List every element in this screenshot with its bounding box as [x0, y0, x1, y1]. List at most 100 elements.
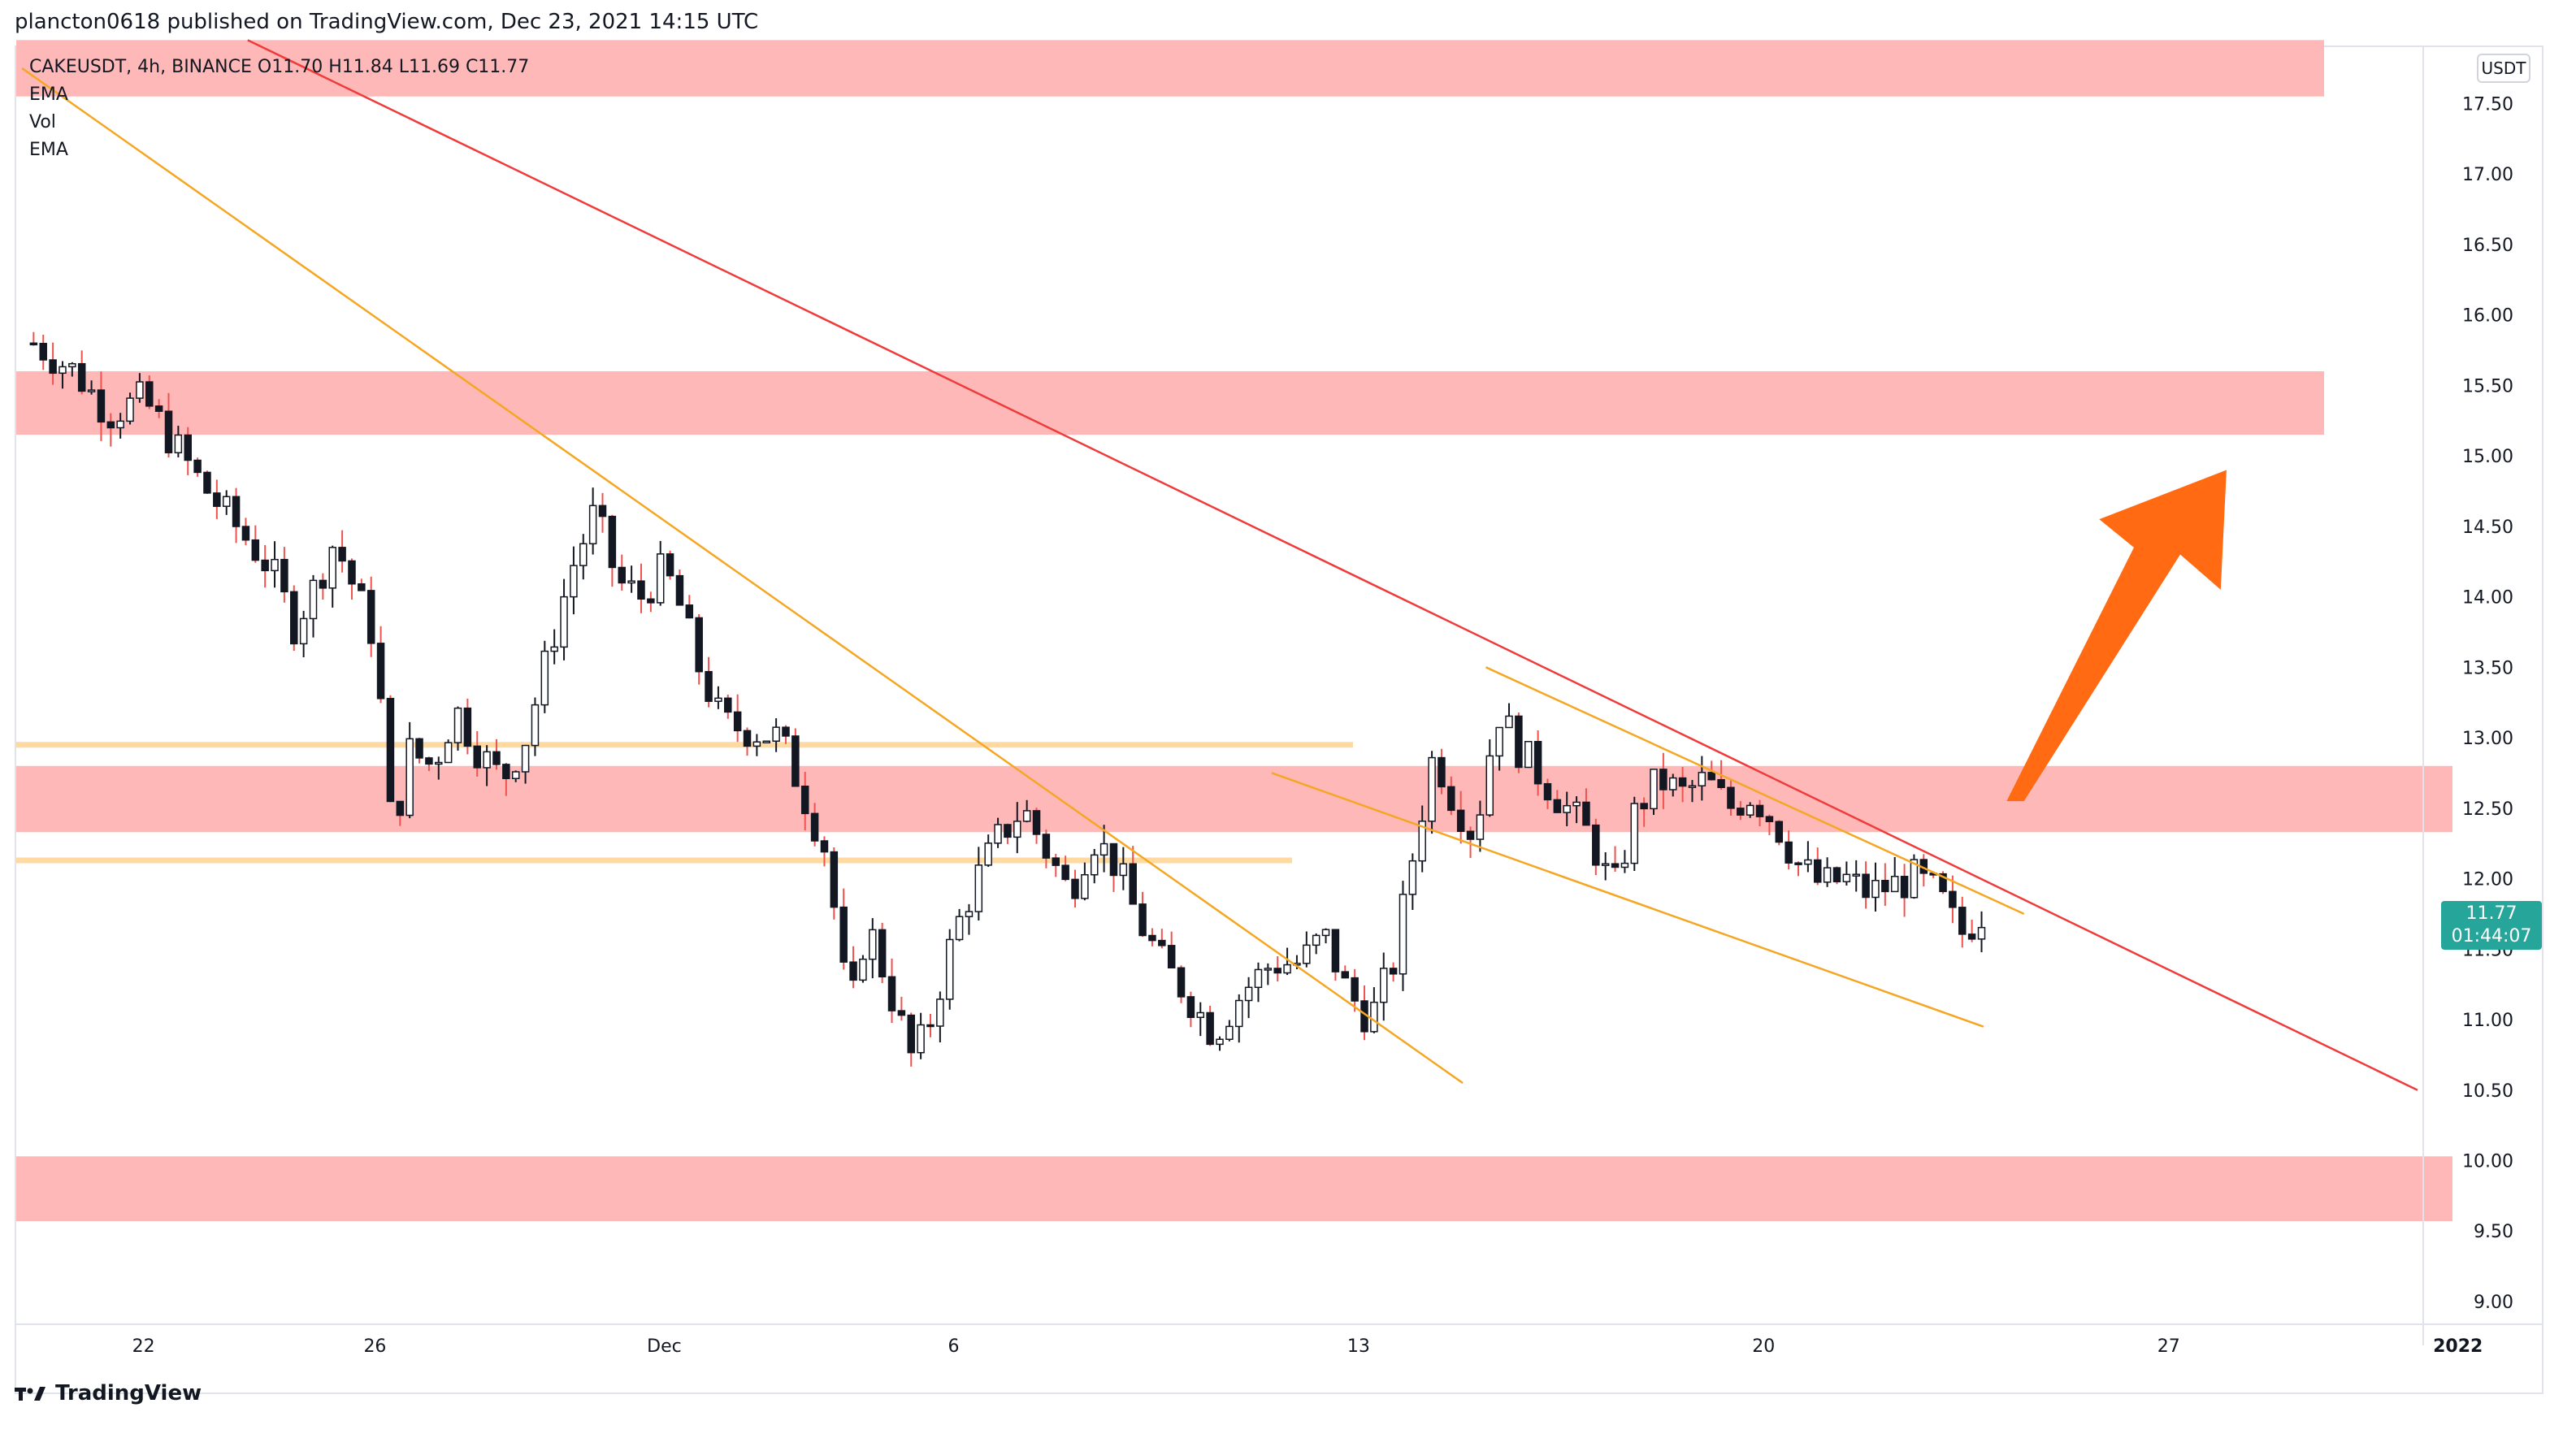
candle-body-12 [145, 381, 154, 407]
currency-unit-button[interactable]: USDT [2477, 54, 2530, 83]
candle-body-154 [1515, 715, 1523, 769]
candles-layer [29, 331, 1986, 1067]
candle-body-111 [1099, 842, 1108, 856]
candle-body-5 [77, 362, 86, 392]
candle-body-187 [1832, 867, 1841, 883]
candle-body-27 [290, 591, 298, 645]
candle-body-123 [1216, 1038, 1224, 1046]
candle-body-146 [1438, 756, 1446, 788]
candle-body-43 [444, 742, 453, 764]
indicator-vol[interactable]: Vol [29, 112, 56, 132]
candle-body-69 [695, 617, 703, 673]
candle-body-150 [1476, 814, 1485, 840]
candle-body-124 [1225, 1025, 1234, 1041]
candle-body-159 [1563, 804, 1571, 813]
candle-body-74 [743, 730, 752, 747]
candle-body-99 [984, 842, 992, 866]
candle-body-65 [656, 553, 665, 604]
price-tick-label: 14.50 [2462, 518, 2513, 538]
price-axis: 9.009.5010.0010.5011.0011.5012.0012.5013… [2422, 45, 2513, 1345]
candle-body-120 [1186, 996, 1195, 1019]
candle-body-35 [366, 590, 375, 644]
candle-body-41 [425, 757, 433, 765]
candle-body-37 [386, 698, 395, 803]
candle-body-30 [319, 579, 327, 589]
candle-body-125 [1234, 999, 1243, 1028]
candle-body-142 [1399, 894, 1407, 975]
candle-body-115 [1138, 903, 1147, 937]
candle-body-100 [994, 824, 1002, 844]
candle-body-93 [926, 1024, 935, 1028]
channel-lower-line [1271, 772, 1984, 1028]
price-tick-label: 17.00 [2462, 165, 2513, 185]
candle-body-202 [1977, 926, 1986, 940]
candle-body-66 [666, 553, 674, 577]
candle-body-162 [1592, 824, 1600, 866]
arrow-layer [2006, 470, 2227, 802]
candle-body-134 [1321, 929, 1330, 937]
candle-body-192 [1881, 880, 1889, 893]
candle-body-57 [579, 543, 588, 566]
candle-body-87 [869, 929, 877, 960]
candle-body-103 [1022, 810, 1031, 822]
candle-body-163 [1601, 863, 1610, 866]
candle-body-114 [1129, 863, 1137, 905]
candle-body-194 [1900, 876, 1909, 899]
candle-body-19 [213, 492, 221, 507]
candle-body-62 [627, 580, 635, 584]
candle-body-117 [1158, 939, 1166, 946]
candle-body-13 [154, 405, 163, 412]
candle-body-48 [492, 751, 501, 765]
candle-body-141 [1389, 968, 1398, 975]
candle-body-98 [974, 864, 983, 912]
candle-body-55 [560, 596, 568, 648]
candle-body-112 [1109, 842, 1118, 877]
candle-body-82 [820, 840, 829, 853]
candle-body-190 [1862, 873, 1870, 899]
candle-body-84 [839, 906, 848, 963]
price-tick-label: 9.50 [2474, 1222, 2513, 1242]
tradingview-brand-text: TradingView [55, 1381, 202, 1406]
candle-body-26 [280, 558, 288, 593]
price-tick-label: 12.50 [2462, 799, 2513, 820]
candle-body-172 [1688, 785, 1697, 788]
zone-2 [16, 765, 2452, 833]
candle-body-64 [647, 598, 655, 604]
bar-countdown: 01:44:07 [2451, 926, 2532, 946]
candle-body-46 [473, 745, 481, 769]
tradingview-logo-icon [15, 1387, 46, 1401]
candle-body-126 [1244, 986, 1253, 1002]
candle-body-77 [772, 726, 780, 742]
candle-body-20 [222, 496, 231, 507]
price-tick-label: 12.00 [2462, 870, 2513, 890]
candle-body-133 [1312, 934, 1321, 946]
candle-body-168 [1650, 769, 1658, 810]
candle-body-121 [1196, 1011, 1205, 1019]
candle-body-73 [733, 711, 742, 732]
indicator-ema-1[interactable]: EMA [29, 84, 68, 105]
time-tick-label: 26 [363, 1336, 386, 1357]
candle-body-177 [1737, 808, 1745, 816]
candle-body-92 [917, 1024, 925, 1054]
candle-body-156 [1533, 741, 1542, 785]
candle-body-52 [531, 704, 540, 747]
candle-body-106 [1052, 857, 1060, 866]
candle-body-132 [1303, 944, 1311, 964]
candle-body-28 [299, 617, 308, 645]
candle-body-25 [271, 558, 279, 572]
zone-1 [16, 371, 2324, 435]
candle-body-128 [1264, 968, 1273, 971]
candle-body-32 [338, 547, 346, 562]
projection-arrow [2006, 470, 2227, 802]
trendlines-layer [21, 39, 2418, 1091]
orange-descending-trendline [21, 67, 1464, 1085]
indicator-ema-2[interactable]: EMA [29, 140, 68, 160]
chart-legend: CAKEUSDT, 4h, BINANCE O11.70 H11.84 L11.… [29, 54, 529, 164]
price-tick-label: 13.00 [2462, 729, 2513, 749]
tradingview-logo[interactable]: TradingView [15, 1381, 202, 1406]
price-tick-label: 10.00 [2462, 1151, 2513, 1172]
candle-body-42 [435, 761, 443, 765]
candle-body-39 [405, 738, 414, 816]
candle-body-174 [1707, 772, 1715, 781]
